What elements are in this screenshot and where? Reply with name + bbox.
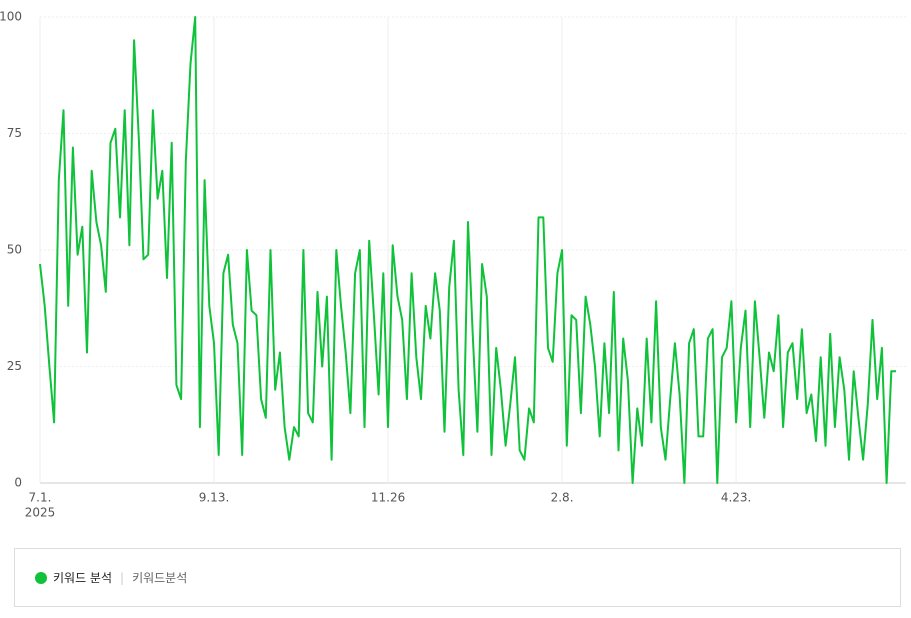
legend-dot: [35, 571, 47, 584]
x-tick-label: 2.8.: [551, 491, 574, 505]
legend: 키워드 분석 | 키워드분석: [14, 548, 901, 607]
y-tick-label: 25: [7, 359, 22, 373]
x-year-label: 2025: [25, 506, 56, 520]
y-tick-label: 50: [7, 243, 22, 257]
y-tick-label: 100: [0, 10, 22, 24]
x-tick-label: 7.1.: [29, 491, 52, 505]
legend-separator: |: [120, 570, 125, 585]
x-tick-label: 9.13.: [199, 491, 230, 505]
legend-detail: 키워드분석: [132, 571, 188, 585]
y-tick-label: 75: [7, 126, 22, 140]
x-tick-label: 4.23.: [721, 491, 752, 505]
series-line: [39, 16, 896, 484]
legend-name[interactable]: 키워드 분석: [53, 571, 113, 585]
x-tick-label: 11.26: [371, 491, 405, 505]
y-tick-label: 0: [14, 476, 22, 490]
chart: 0 25 50 75 100 7.1.2025 9.13. 11.26 2.8. 4.23.: [0, 10, 906, 520]
